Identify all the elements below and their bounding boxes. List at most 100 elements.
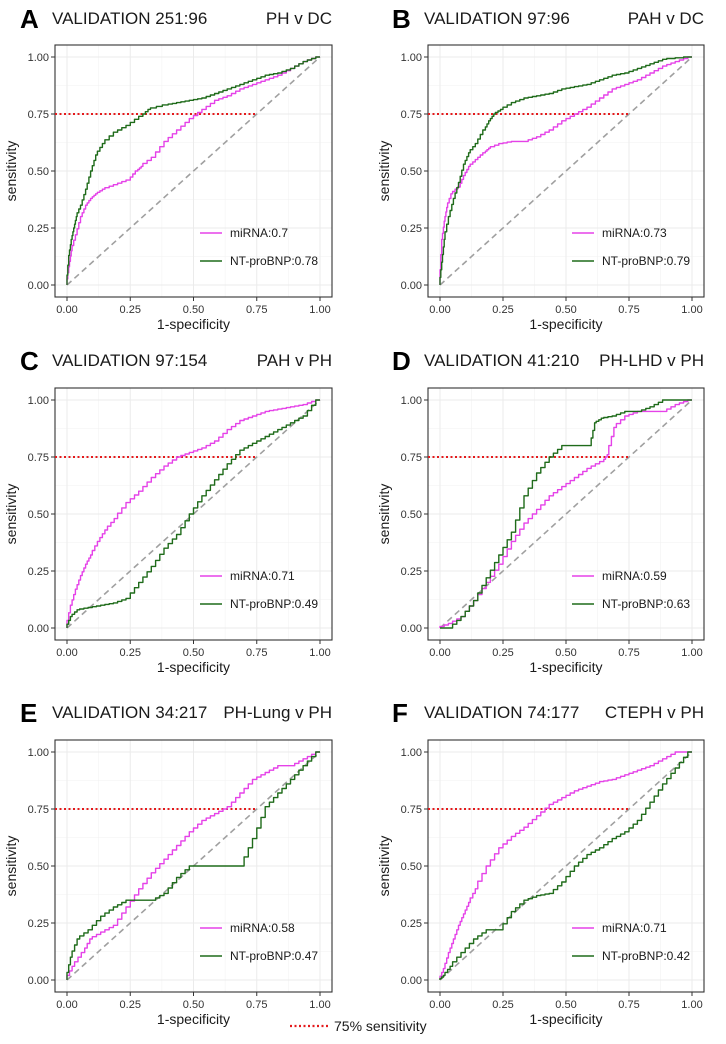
y-tick-label: 0.75 <box>401 109 422 121</box>
y-tick-label: 0.50 <box>401 861 422 873</box>
legend-mirna-label: miRNA:0.73 <box>602 226 667 240</box>
panel-letter: B <box>392 4 411 34</box>
y-tick-label: 0.25 <box>28 223 49 235</box>
chance-diagonal <box>439 751 693 981</box>
ntprobnp-roc-curve <box>66 751 320 980</box>
mirna-roc-curve <box>66 751 320 980</box>
chance-diagonal <box>439 399 693 629</box>
y-tick-label: 0.50 <box>401 166 422 178</box>
y-tick-label: 0.75 <box>401 804 422 816</box>
mirna-roc-curve <box>439 751 692 980</box>
panel-letter: A <box>20 4 39 34</box>
x-tick-label: 0.75 <box>246 999 267 1011</box>
x-axis-title: 1-specificity <box>157 659 230 675</box>
x-tick-label: 0.00 <box>429 999 450 1011</box>
figure-legend-label: 75% sensitivity <box>334 1018 427 1034</box>
y-tick-label: 1.00 <box>401 747 422 759</box>
legend-mirna-label: miRNA:0.7 <box>230 226 288 240</box>
y-tick-label: 1.00 <box>28 747 49 759</box>
panel-title: VALIDATION 34:217 <box>52 703 207 722</box>
panel-subtitle: PH-Lung v PH <box>223 703 332 722</box>
panel-c: 0.00 0.00 0.25 0.25 0.50 0.50 0.75 0.75 1.00 1.00… <box>3 346 333 675</box>
x-tick-label: 1.00 <box>681 304 702 316</box>
y-tick-label: 0.50 <box>28 166 49 178</box>
ntprobnp-roc-curve <box>439 751 692 980</box>
chance-diagonal <box>66 56 321 286</box>
x-tick-label: 0.75 <box>618 647 639 659</box>
panel-letter: D <box>392 346 411 376</box>
y-tick-label: 0.00 <box>401 623 422 635</box>
ntprobnp-roc-curve <box>439 56 692 285</box>
y-axis-title: sensitivity <box>376 836 392 897</box>
y-tick-label: 0.25 <box>401 223 422 235</box>
y-tick-label: 0.75 <box>28 452 49 464</box>
x-tick-label: 0.50 <box>555 304 576 316</box>
legend-mirna-label: miRNA:0.71 <box>230 569 295 583</box>
legend-ntprobnp-label: NT-proBNP:0.78 <box>230 254 318 268</box>
y-tick-label: 0.75 <box>28 804 49 816</box>
x-axis-title: 1-specificity <box>157 1011 230 1027</box>
panel-title: VALIDATION 251:96 <box>52 9 207 28</box>
x-tick-label: 0.00 <box>429 304 450 316</box>
y-tick-label: 0.75 <box>401 452 422 464</box>
legend-ntprobnp-label: NT-proBNP:0.42 <box>602 949 690 963</box>
y-tick-label: 1.00 <box>28 52 49 64</box>
panel-letter: C <box>20 346 39 376</box>
y-axis-title: sensitivity <box>376 141 392 202</box>
legend-mirna-label: miRNA:0.71 <box>602 921 667 935</box>
x-tick-label: 0.75 <box>618 999 639 1011</box>
legend-ntprobnp-label: NT-proBNP:0.47 <box>230 949 318 963</box>
panel-title: VALIDATION 41:210 <box>424 351 579 370</box>
y-axis-title: sensitivity <box>3 141 19 202</box>
x-tick-label: 0.75 <box>618 304 639 316</box>
y-tick-label: 0.00 <box>28 623 49 635</box>
x-tick-label: 0.50 <box>555 999 576 1011</box>
ntprobnp-roc-curve <box>66 56 320 285</box>
panel-b: 0.00 0.00 0.25 0.25 0.50 0.50 0.75 0.75 1.00 1.00… <box>376 4 705 332</box>
y-tick-label: 0.00 <box>401 280 422 292</box>
mirna-roc-curve <box>439 56 692 285</box>
mirna-roc-curve <box>66 56 320 285</box>
legend-ntprobnp-label: NT-proBNP:0.79 <box>602 254 690 268</box>
panel-a: 0.00 0.00 0.25 0.25 0.50 0.50 0.75 0.75 1.00 1.00… <box>3 4 333 332</box>
x-tick-label: 0.25 <box>120 304 141 316</box>
y-tick-label: 1.00 <box>401 52 422 64</box>
x-tick-label: 0.00 <box>429 647 450 659</box>
y-axis-title: sensitivity <box>376 484 392 545</box>
x-tick-label: 0.75 <box>246 304 267 316</box>
panel-d: 0.00 0.00 0.25 0.25 0.50 0.50 0.75 0.75 1.00 1.00… <box>376 346 705 675</box>
x-tick-label: 0.25 <box>120 647 141 659</box>
panel-title: VALIDATION 97:154 <box>52 351 207 370</box>
panel-title: VALIDATION 74:177 <box>424 703 579 722</box>
x-tick-label: 0.50 <box>183 999 204 1011</box>
x-tick-label: 0.00 <box>56 999 77 1011</box>
y-axis-title: sensitivity <box>3 836 19 897</box>
x-axis-title: 1-specificity <box>529 1011 602 1027</box>
x-tick-label: 0.75 <box>246 647 267 659</box>
legend-mirna-label: miRNA:0.58 <box>230 921 295 935</box>
panel-subtitle: PAH v DC <box>628 9 704 28</box>
x-tick-label: 1.00 <box>681 647 702 659</box>
y-tick-label: 0.00 <box>401 975 422 987</box>
y-tick-label: 0.50 <box>28 509 49 521</box>
x-axis-title: 1-specificity <box>529 659 602 675</box>
legend-ntprobnp-label: NT-proBNP:0.63 <box>602 597 690 611</box>
y-tick-label: 1.00 <box>28 395 49 407</box>
x-axis-title: 1-specificity <box>157 316 230 332</box>
legend-ntprobnp-label: NT-proBNP:0.49 <box>230 597 318 611</box>
x-tick-label: 0.25 <box>492 999 513 1011</box>
panel-letter: F <box>392 698 408 728</box>
x-tick-label: 0.50 <box>183 304 204 316</box>
x-tick-label: 1.00 <box>309 304 330 316</box>
panel-subtitle: PAH v PH <box>257 351 332 370</box>
mirna-roc-curve <box>66 399 320 628</box>
ntprobnp-roc-curve <box>440 399 692 629</box>
legend-mirna-label: miRNA:0.59 <box>602 569 667 583</box>
x-tick-label: 0.50 <box>183 647 204 659</box>
x-tick-label: 0.25 <box>492 647 513 659</box>
panel-letter: E <box>20 698 37 728</box>
y-tick-label: 0.00 <box>28 280 49 292</box>
y-axis-title: sensitivity <box>3 484 19 545</box>
x-tick-label: 1.00 <box>309 647 330 659</box>
